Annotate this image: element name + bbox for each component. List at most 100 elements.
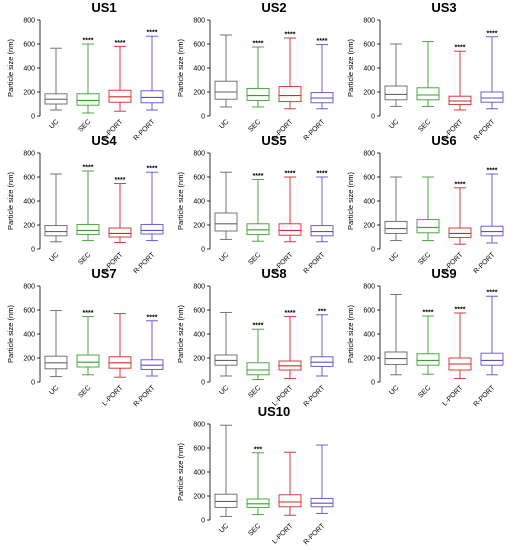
significance-label: ****: [83, 310, 94, 317]
box-uc: [44, 47, 68, 111]
significance-label: ****: [455, 181, 466, 188]
iqr-box: [246, 223, 270, 236]
x-tick-label: UC: [48, 118, 60, 130]
significance-label: ****: [423, 310, 434, 317]
x-tick-label: SEC: [77, 251, 92, 266]
box-uc: [214, 311, 238, 377]
iqr-box: [246, 362, 270, 376]
significance-label: ****: [253, 41, 264, 48]
box-l-port: [108, 313, 132, 378]
y-tick-label: 800: [23, 18, 35, 25]
y-tick-label: 600: [363, 308, 375, 315]
y-axis-title: Particle size (nm): [346, 172, 355, 230]
x-tick-label: R-PORT: [303, 522, 327, 546]
panel-title: US10: [258, 404, 291, 419]
panel-title: US3: [431, 0, 456, 15]
y-tick-label: 800: [23, 151, 35, 158]
chart-panel-us9: US9 0 200 400 600 800 Particle size (nm) UC ****…: [346, 266, 504, 408]
iqr-box: [140, 223, 164, 235]
x-tick-label: SEC: [417, 384, 432, 399]
y-tick-label: 200: [363, 90, 375, 97]
iqr-box: [480, 91, 504, 103]
x-tick-label: UC: [388, 118, 400, 130]
chart-panel-us2: US2 0 200 400 600 800 Particle size (nm) UC ****…: [176, 0, 334, 142]
chart-panel-us4: US4 0 200 400 600 800 Particle size (nm) UC ****…: [6, 133, 164, 275]
y-tick-label: 800: [23, 284, 35, 291]
x-tick-label: SEC: [417, 118, 432, 133]
iqr-box: [278, 494, 302, 508]
box-uc: [384, 176, 408, 242]
y-tick-label: 200: [363, 223, 375, 230]
iqr-box: [76, 223, 100, 236]
chart-panel-us6: US6 0 200 400 600 800 Particle size (nm) UC SEC *…: [346, 133, 504, 275]
iqr-box: [448, 227, 472, 239]
x-tick-label: UC: [218, 384, 230, 396]
significance-label: ****: [147, 30, 158, 37]
x-tick-label: R-PORT: [133, 384, 157, 408]
y-tick-label: 600: [193, 308, 205, 315]
box-sec: ****: [416, 310, 440, 375]
y-tick-label: 400: [363, 332, 375, 339]
y-tick-label: 600: [193, 175, 205, 182]
box-sec: ****: [246, 323, 270, 381]
box-l-port: ****: [108, 177, 132, 243]
y-tick-label: 400: [193, 332, 205, 339]
y-axis-title: Particle size (nm): [176, 39, 185, 97]
y-tick-label: 400: [193, 66, 205, 73]
chart-panel-us3: US3 0 200 400 600 800 Particle size (nm) UC SEC *…: [346, 0, 504, 142]
iqr-box: [214, 212, 238, 232]
iqr-box: [278, 86, 302, 103]
box-l-port: ****: [448, 181, 472, 245]
x-tick-label: R-PORT: [133, 251, 157, 275]
y-tick-label: 400: [23, 199, 35, 206]
x-tick-label: R-PORT: [473, 118, 497, 142]
y-tick-label: 200: [23, 90, 35, 97]
iqr-box: [246, 87, 270, 101]
box-uc: [384, 293, 408, 376]
box-sec: ****: [76, 38, 100, 114]
y-tick-label: 0: [201, 380, 205, 387]
box-r-port: ****: [140, 30, 164, 111]
panel-title: US1: [91, 0, 116, 15]
y-tick-label: 800: [193, 18, 205, 25]
box-r-port: ****: [480, 168, 504, 244]
y-tick-label: 400: [23, 332, 35, 339]
panel-title: US6: [431, 133, 456, 148]
box-uc: [384, 43, 408, 107]
significance-label: ***: [254, 446, 262, 453]
y-tick-label: 0: [371, 380, 375, 387]
significance-label: ****: [147, 314, 158, 321]
iqr-box: [44, 225, 68, 237]
significance-label: ****: [487, 168, 498, 175]
significance-label: ****: [487, 30, 498, 37]
y-tick-label: 800: [193, 284, 205, 291]
box-sec: ****: [76, 165, 100, 242]
y-tick-label: 800: [193, 151, 205, 158]
x-tick-label: SEC: [77, 384, 92, 399]
y-tick-label: 600: [23, 175, 35, 182]
box-uc: [214, 34, 238, 108]
box-sec: ****: [76, 310, 100, 376]
x-tick-label: R-PORT: [303, 251, 327, 275]
x-tick-label: SEC: [417, 251, 432, 266]
significance-label: ****: [83, 38, 94, 45]
iqr-box: [448, 95, 472, 106]
box-r-port: ****: [140, 314, 164, 377]
y-tick-label: 0: [31, 380, 35, 387]
y-tick-label: 0: [201, 114, 205, 121]
box-l-port: ****: [108, 40, 132, 112]
iqr-box: [76, 354, 100, 368]
x-tick-label: UC: [218, 118, 230, 130]
significance-label: ****: [147, 166, 158, 173]
y-axis-title: Particle size (nm): [176, 305, 185, 363]
significance-label: ****: [317, 38, 328, 45]
y-tick-label: 600: [193, 42, 205, 49]
box-sec: ****: [246, 41, 270, 108]
panel-title: US9: [431, 266, 456, 281]
box-r-port: ****: [310, 171, 334, 243]
y-tick-label: 200: [23, 223, 35, 230]
chart-panel-us1: US1 0 200 400 600 800 Particle size (nm) UC ****…: [6, 0, 164, 142]
significance-label: ****: [455, 307, 466, 314]
